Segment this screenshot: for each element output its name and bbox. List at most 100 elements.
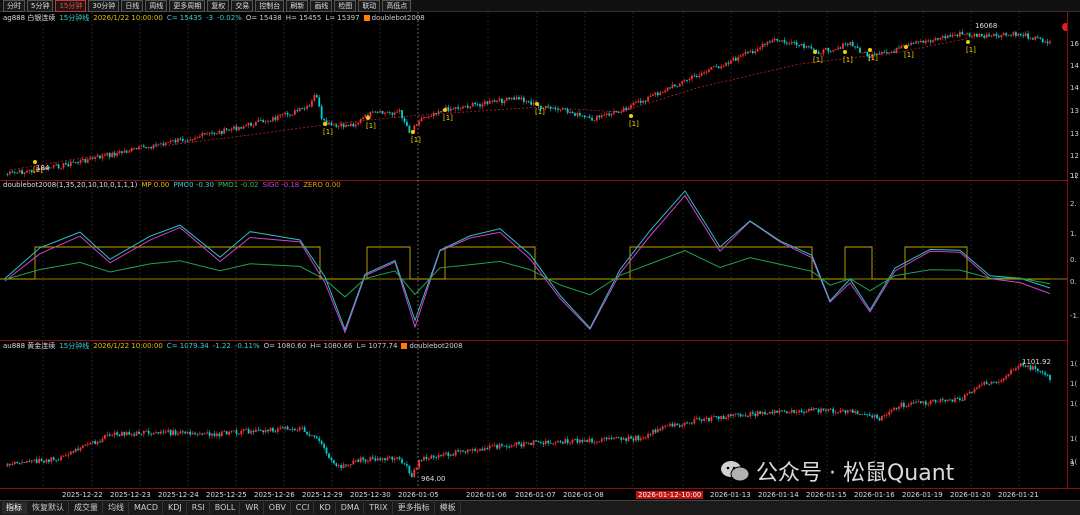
toolbar-button[interactable]: 分时 <box>3 0 25 12</box>
candle-body <box>245 125 248 127</box>
toolbar-button[interactable]: 联动 <box>358 0 381 12</box>
candle-body <box>323 118 326 121</box>
indicator-tab[interactable]: RSI <box>188 502 210 514</box>
candle-body <box>403 118 406 122</box>
candle-body <box>598 115 601 118</box>
indicator-tab[interactable]: KD <box>315 502 336 514</box>
indicator-tab[interactable]: KDJ <box>164 502 187 514</box>
signal-marker <box>813 50 817 54</box>
candle-body <box>539 441 542 443</box>
candle-body <box>557 441 559 443</box>
indicator-tab[interactable]: 均线 <box>104 502 129 514</box>
candle-body <box>754 413 757 416</box>
candle-body <box>337 126 340 127</box>
candle-body <box>620 111 623 113</box>
candle-body <box>94 441 97 444</box>
candle-body <box>206 432 209 434</box>
indicator-tab[interactable]: MACD <box>130 502 163 514</box>
candle-body <box>759 411 762 414</box>
candle-body <box>951 399 954 402</box>
candle-body <box>907 44 910 46</box>
indicator-tab[interactable]: 恢复默认 <box>28 502 69 514</box>
indicator-tab[interactable]: 更多指标 <box>394 502 435 514</box>
candle-body <box>354 124 357 127</box>
candle-body <box>293 428 296 431</box>
candle-body <box>211 132 213 134</box>
candle-body <box>191 139 194 141</box>
candle-body <box>162 143 165 146</box>
candle-body <box>89 157 92 160</box>
indicator-tab[interactable]: DMA <box>337 502 365 514</box>
toolbar-button[interactable]: 30分钟 <box>88 0 120 12</box>
toolbar-button[interactable]: 15分钟 <box>55 0 87 12</box>
candle-body <box>198 433 201 435</box>
zero-label: ZERO 0.00 <box>303 181 341 189</box>
candle-body <box>481 104 484 107</box>
indicator-tab[interactable]: BOLL <box>211 502 241 514</box>
candle-body <box>291 428 294 430</box>
indicator-tab[interactable]: WR <box>241 502 264 514</box>
candle-body <box>140 433 143 435</box>
candle-body <box>549 106 552 109</box>
candle-body <box>86 444 89 446</box>
candle-body <box>605 437 608 440</box>
candle-body <box>128 432 131 435</box>
oscillator-pane[interactable]: doublebot2008(1,35,20,10,10,0,1,1,1) MP … <box>0 180 1067 341</box>
candle-body <box>693 75 696 77</box>
toolbar-button[interactable]: 周线 <box>145 0 168 12</box>
gold-price-pane[interactable]: au888 黄金连续 15分钟线 2026/1/22 10:00:00 C= 1… <box>0 340 1067 488</box>
candle-body <box>28 170 31 172</box>
indicator-tab[interactable]: TRIX <box>365 502 393 514</box>
indicator-tab[interactable]: CCI <box>292 502 315 514</box>
price-tick: 16 <box>1070 40 1079 48</box>
candle-body <box>174 140 177 143</box>
indicator-tab[interactable]: OBV <box>265 502 291 514</box>
signal-label: [1] <box>868 54 878 62</box>
toolbar-button[interactable]: 更多周期 <box>169 0 206 12</box>
toolbar-button[interactable]: 控制台 <box>255 0 285 12</box>
candle-body <box>912 402 915 404</box>
toolbar-button[interactable]: 复权 <box>207 0 230 12</box>
silver-price-pane[interactable]: ag888 白银连续 15分钟线 2026/1/22 10:00:00 C= 1… <box>0 12 1067 181</box>
candle-body <box>362 457 364 460</box>
candle-body <box>106 434 109 436</box>
candle-body <box>230 128 233 131</box>
toolbar-button[interactable]: 高低点 <box>382 0 412 12</box>
signal-label: [1] <box>966 46 976 54</box>
candle-body <box>978 385 981 388</box>
toolbar-button[interactable]: 刷新 <box>286 0 309 12</box>
candle-body <box>761 43 764 48</box>
candle-body <box>23 172 26 174</box>
toolbar-button[interactable]: 检图 <box>334 0 357 12</box>
candle-body <box>625 107 628 110</box>
indicator-tab[interactable]: 模板 <box>436 502 461 514</box>
toolbar-button[interactable]: 日线 <box>121 0 144 12</box>
candle-body <box>547 440 550 444</box>
toolbar-button[interactable]: 5分钟 <box>27 0 54 12</box>
candle-body <box>871 415 874 418</box>
candle-body <box>747 52 749 53</box>
candle-body <box>586 116 589 118</box>
candle-body <box>890 51 893 53</box>
candle-body <box>644 437 647 439</box>
period-badge: 15分钟线 <box>59 14 90 22</box>
indicator-tab[interactable]: 成交量 <box>70 502 103 514</box>
toolbar-button[interactable]: 交易 <box>231 0 254 12</box>
candle-body <box>252 125 255 127</box>
toolbar-button[interactable]: 画线 <box>310 0 333 12</box>
candle-body <box>688 422 691 424</box>
candle-body <box>272 117 274 122</box>
candle-body <box>30 170 33 173</box>
candle-body <box>91 441 94 443</box>
candle-body <box>8 171 11 175</box>
candle-body <box>432 455 435 458</box>
indicator-tab[interactable]: 指标 <box>2 502 27 514</box>
candle-body <box>447 106 450 112</box>
candle-body <box>228 129 231 131</box>
candle-body <box>1027 33 1029 39</box>
candle-body <box>834 49 837 51</box>
candle-body <box>369 111 372 118</box>
candle-body <box>997 36 1000 38</box>
candle-body <box>878 53 881 55</box>
candle-body <box>162 431 165 433</box>
